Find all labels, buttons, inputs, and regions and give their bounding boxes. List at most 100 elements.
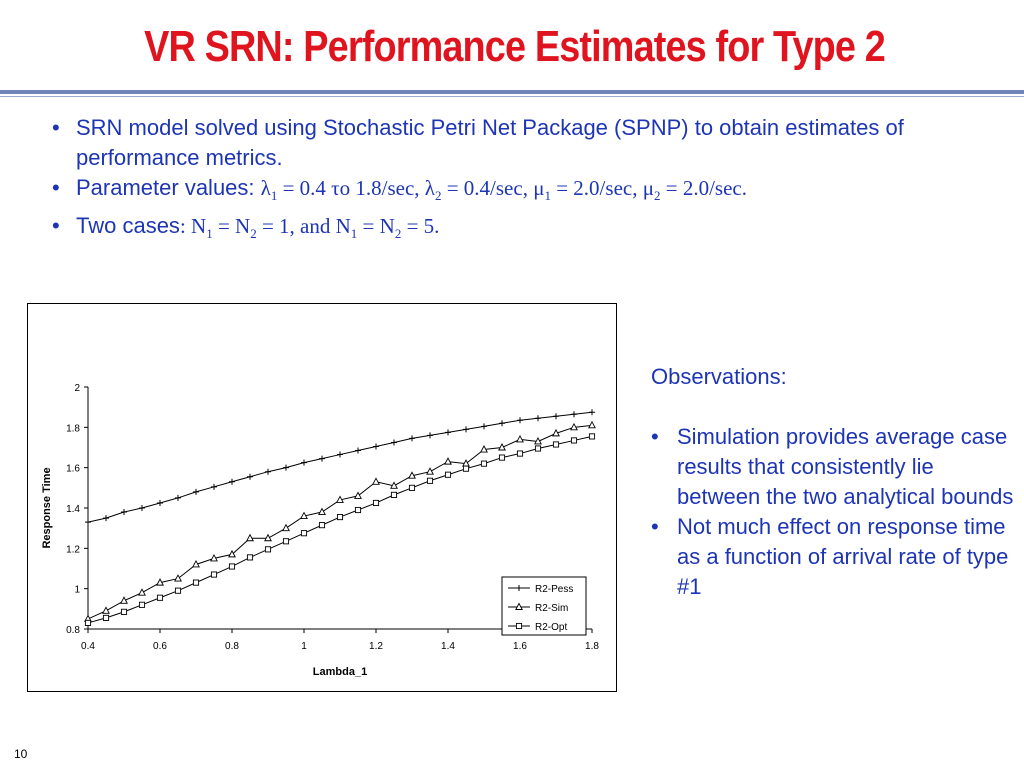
data-point-r2-opt <box>300 530 308 537</box>
y-tick-label: 1.2 <box>66 544 80 555</box>
data-point-r2-sim <box>534 436 542 445</box>
data-point-r2-pess <box>301 459 307 466</box>
bullet-item: • Parameter values: λ1 = 0.4 το 1.8/sec,… <box>52 173 952 211</box>
data-point-r2-pess <box>535 415 541 422</box>
data-point-r2-opt <box>498 454 506 461</box>
data-point-r2-pess <box>373 443 379 450</box>
math-sub: 2 <box>394 226 402 242</box>
data-point-r2-sim <box>516 434 524 443</box>
y-tick-label: 1.8 <box>66 423 80 434</box>
data-point-r2-pess <box>85 519 91 526</box>
response-time-chart: 0.8 1 1.2 1.4 1.6 1.8 2 0.4 0.6 0.8 1 1.2 1.4 1.6 1.8 L… <box>41 383 599 678</box>
bullet-list: • SRN model solved using Stochastic Petr… <box>52 113 952 249</box>
data-point-r2-pess <box>409 435 415 442</box>
data-point-r2-pess <box>499 420 505 427</box>
math-text: = N <box>357 214 395 239</box>
data-point-r2-pess <box>229 478 235 485</box>
x-tick-label: 0.4 <box>81 641 95 652</box>
data-point-r2-sim <box>282 523 290 532</box>
data-point-r2-pess <box>103 515 109 522</box>
math-text: = 2.0/sec, μ <box>550 176 654 200</box>
data-point-r2-pess <box>139 505 145 511</box>
legend-label: R2-Pess <box>535 584 573 595</box>
data-point-r2-sim <box>552 428 560 437</box>
legend-marker <box>515 622 523 630</box>
legend-label: R2-Opt <box>535 622 567 633</box>
data-point-r2-sim <box>156 578 164 586</box>
math-sub: 1 <box>206 226 213 242</box>
data-point-r2-opt <box>174 587 182 594</box>
bullet-dot-icon: • <box>52 213 60 239</box>
data-point-r2-opt <box>282 538 290 545</box>
data-point-r2-sim <box>480 445 488 453</box>
math-sub: 2 <box>434 188 442 204</box>
data-point-r2-sim <box>102 606 110 614</box>
x-tick-label: 1.6 <box>513 641 527 652</box>
bullet-dot-icon: • <box>651 424 659 449</box>
legend-marker <box>516 585 522 591</box>
data-point-r2-opt <box>552 441 560 448</box>
math-sub: 2 <box>653 188 661 204</box>
data-point-r2-opt <box>102 614 110 621</box>
observation-item: • Not much effect on response time as a … <box>651 512 1021 602</box>
data-point-r2-opt <box>372 499 380 507</box>
data-point-r2-sim <box>372 477 380 485</box>
data-point-r2-sim <box>570 422 578 431</box>
math-text: = 0.4 το 1.8/sec, λ <box>277 176 435 200</box>
data-point-r2-pess <box>157 499 163 506</box>
bullet-lead: Parameter values: <box>76 175 261 200</box>
math-text: λ <box>260 176 271 200</box>
y-tick-label: 0.8 <box>66 625 80 636</box>
data-point-r2-sim <box>318 507 326 515</box>
data-point-r2-opt <box>462 465 470 472</box>
data-point-r2-sim <box>354 491 362 499</box>
y-tick-label: 1 <box>74 585 80 596</box>
data-point-r2-sim <box>228 549 236 558</box>
math-sub: 1 <box>350 226 358 242</box>
series-line-r2-pess <box>87 411 593 523</box>
data-point-r2-opt <box>480 460 488 467</box>
math-text: = 2.0/sec. <box>660 176 747 200</box>
data-point-r2-sim <box>408 471 416 479</box>
data-point-r2-opt <box>534 445 542 452</box>
data-point-r2-opt <box>120 608 128 615</box>
data-point-r2-sim <box>588 420 596 429</box>
data-point-r2-pess <box>553 413 559 420</box>
parameter-values: λ1 = 0.4 το 1.8/sec, λ2 = 0.4/sec, μ1 = … <box>260 176 747 204</box>
data-point-r2-pess <box>247 473 253 480</box>
math-text: = 0.4/sec, μ <box>441 176 545 200</box>
data-point-r2-pess <box>211 483 217 490</box>
x-tick-label: 0.6 <box>153 641 167 652</box>
data-point-r2-opt <box>192 579 200 586</box>
y-axis-label: Response Time <box>41 467 53 548</box>
observation-text: Simulation provides average case results… <box>677 424 1014 509</box>
data-point-r2-opt <box>264 546 272 553</box>
x-tick-label: 1.4 <box>441 641 455 652</box>
x-tick-label: 0.8 <box>225 641 239 652</box>
y-tick-label: 1.6 <box>66 464 80 475</box>
data-point-r2-pess <box>445 429 451 436</box>
math-text: = 5. <box>401 214 440 239</box>
observations-panel: Observations: • Simulation provides aver… <box>651 362 1021 602</box>
x-tick-label: 1.2 <box>369 641 383 652</box>
data-point-r2-opt <box>84 619 92 627</box>
data-point-r2-sim <box>210 553 218 562</box>
data-point-r2-sim <box>192 560 200 568</box>
legend-label: R2-Sim <box>535 603 568 614</box>
data-point-r2-opt <box>336 514 344 521</box>
data-point-r2-pess <box>355 447 361 454</box>
legend-marker <box>515 602 523 610</box>
bullet-item: • Two cases: N1 = N2 = 1, and N1 = N2 = … <box>52 211 952 249</box>
data-point-r2-pess <box>391 439 397 446</box>
observation-text: Not much effect on response time as a fu… <box>677 514 1009 599</box>
y-tick-label: 2 <box>74 383 80 394</box>
data-point-r2-opt <box>318 522 326 529</box>
data-point-r2-opt <box>588 433 596 440</box>
data-point-r2-sim <box>264 533 272 542</box>
title-rule <box>0 90 1024 94</box>
data-point-r2-opt <box>246 554 254 561</box>
data-point-r2-sim <box>300 511 308 520</box>
data-point-r2-opt <box>156 594 164 601</box>
title-rule-thin <box>0 96 1024 97</box>
chart-frame: 0.8 1 1.2 1.4 1.6 1.8 2 0.4 0.6 0.8 1 1.2 1.4 1.6 1.8 L… <box>27 303 617 692</box>
